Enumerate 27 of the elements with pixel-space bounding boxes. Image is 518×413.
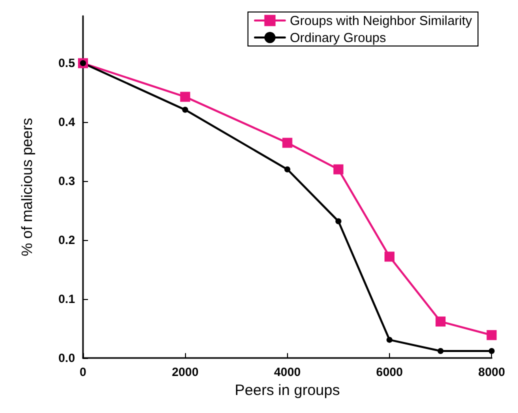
x-tick-label: 4000 bbox=[274, 365, 301, 380]
x-tick-label: 6000 bbox=[376, 365, 404, 380]
x-tick-label: 8000 bbox=[478, 365, 506, 380]
legend-label: Groups with Neighbor Similarity bbox=[290, 13, 472, 28]
point bbox=[486, 330, 497, 340]
point bbox=[282, 138, 292, 148]
y-axis-title: % of malicious peers bbox=[19, 118, 36, 256]
point bbox=[386, 336, 392, 343]
y-tick-label: 0.3 bbox=[58, 174, 76, 188]
y-tick-label: 0.0 bbox=[58, 351, 76, 366]
point bbox=[335, 218, 342, 224]
y-tick-label: 0.5 bbox=[58, 56, 76, 70]
legend-label: Ordinary Groups bbox=[290, 30, 387, 45]
point bbox=[180, 92, 190, 102]
point bbox=[284, 166, 290, 172]
x-axis-title: Peers in groups bbox=[234, 382, 340, 399]
point bbox=[384, 252, 394, 262]
y-tick-label: 0.1 bbox=[58, 292, 76, 306]
point bbox=[182, 106, 188, 113]
x-tick-label: 0 bbox=[80, 365, 87, 380]
point bbox=[333, 164, 344, 174]
y-tick-label: 0.2 bbox=[58, 233, 76, 248]
x-tick-label: 2000 bbox=[172, 365, 199, 380]
point bbox=[436, 316, 446, 327]
point bbox=[488, 348, 495, 354]
point bbox=[438, 348, 444, 354]
y-tick-label: 0.4 bbox=[58, 115, 76, 130]
